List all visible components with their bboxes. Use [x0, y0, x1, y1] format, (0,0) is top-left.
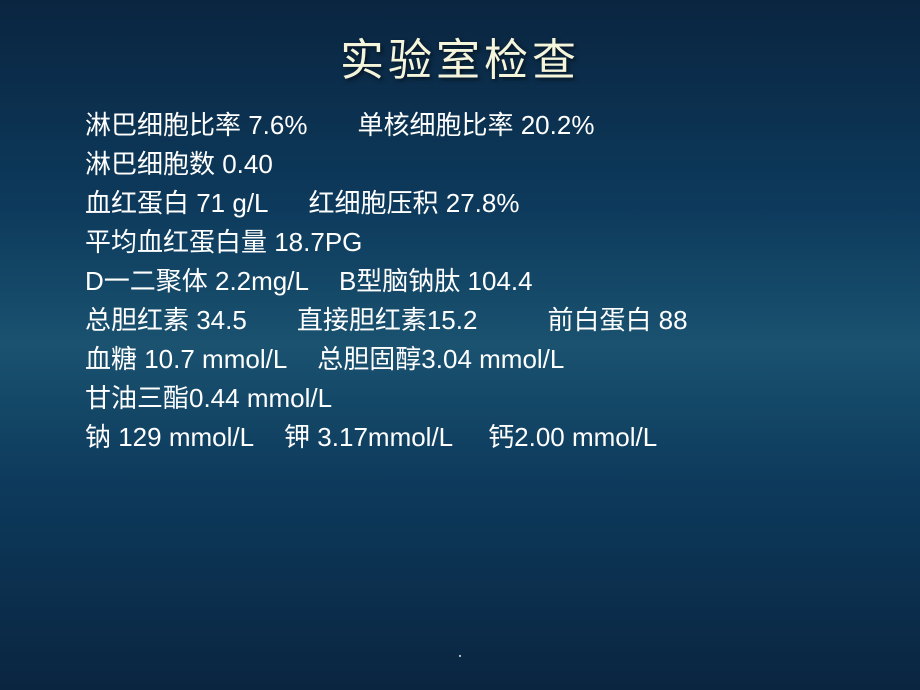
text-segment: 淋巴细胞数 0.40: [85, 149, 273, 179]
slide: 实验室检查 淋巴细胞比率 7.6% 单核细胞比率 20.2% 淋巴细胞数 0.40 血…: [0, 0, 920, 690]
text-segment: B型脑钠肽 104.4: [339, 266, 533, 296]
content-line: 血红蛋白 71 g/L 红细胞压积 27.8%: [85, 184, 880, 223]
content-line: 甘油三酯0.44 mmol/L: [85, 379, 880, 418]
text-segment: 单核细胞比率 20.2%: [358, 110, 595, 140]
slide-title: 实验室检查: [0, 24, 920, 88]
content-line: D一二聚体 2.2mg/L B型脑钠肽 104.4: [85, 262, 880, 301]
content-line: 钠 129 mmol/L 钾 3.17mmol/L 钙2.00 mmol/L: [85, 418, 880, 457]
content-line: 平均血红蛋白量 18.7PG: [85, 223, 880, 262]
text-segment: 前白蛋白 88: [547, 305, 687, 335]
content-line: 总胆红素 34.5 直接胆红素15.2 前白蛋白 88: [85, 301, 880, 340]
footer-dot: .: [458, 641, 463, 662]
text-segment: 钙2.00 mmol/L: [488, 422, 657, 452]
text-segment: 直接胆红素15.2: [297, 305, 478, 335]
text-segment: 淋巴细胞比率 7.6%: [85, 110, 308, 140]
content-line: 淋巴细胞数 0.40: [85, 145, 880, 184]
text-segment: 血糖 10.7 mmol/L: [85, 344, 287, 374]
text-segment: 钾 3.17mmol/L: [284, 422, 453, 452]
text-segment: 红细胞压积 27.8%: [309, 188, 520, 218]
text-segment: 钠 129 mmol/L: [85, 422, 254, 452]
text-segment: 血红蛋白 71 g/L: [85, 188, 269, 218]
text-segment: 总胆固醇3.04 mmol/L: [317, 344, 564, 374]
text-segment: 甘油三酯0.44 mmol/L: [85, 383, 332, 413]
content-line: 血糖 10.7 mmol/L 总胆固醇3.04 mmol/L: [85, 340, 880, 379]
content-area: 淋巴细胞比率 7.6% 单核细胞比率 20.2% 淋巴细胞数 0.40 血红蛋白 71…: [0, 106, 920, 457]
content-line: 淋巴细胞比率 7.6% 单核细胞比率 20.2%: [85, 106, 880, 145]
text-segment: 平均血红蛋白量 18.7PG: [85, 227, 362, 257]
text-segment: D一二聚体 2.2mg/L: [85, 266, 309, 296]
text-segment: 总胆红素 34.5: [85, 305, 247, 335]
